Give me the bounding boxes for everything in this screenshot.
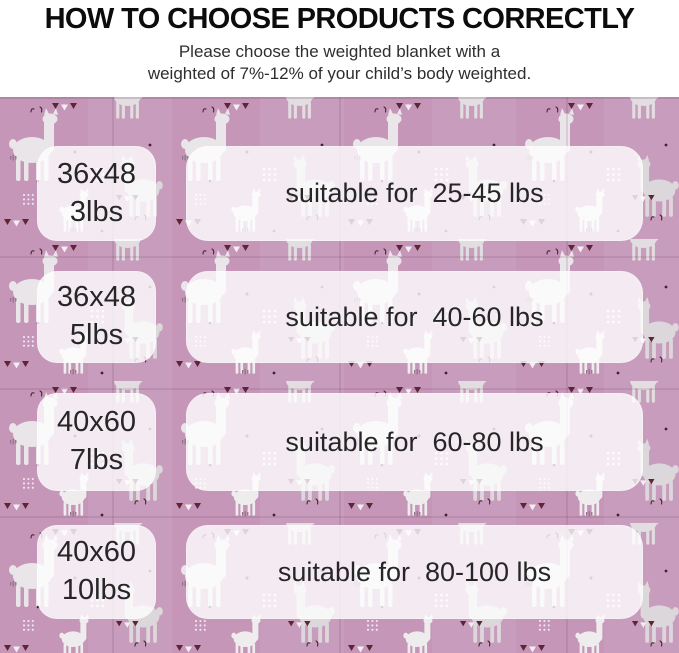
size-weight-card: 40x60 10lbs: [37, 525, 156, 619]
subtitle-line-1: Please choose the weighted blanket with …: [178, 42, 501, 61]
suitability-card: suitable for 25-45 lbs: [186, 146, 643, 241]
weight-label: 5lbs: [69, 319, 124, 351]
suitability-label: suitable for 60-80 lbs: [285, 426, 544, 457]
size-row: 40x60 7lbs suitable for 60-80 lbs: [0, 393, 679, 491]
header: HOW TO CHOOSE PRODUCTS CORRECTLY Please …: [0, 0, 679, 97]
size-weight-card: 36x48 5lbs: [37, 271, 156, 363]
size-label: 36x48: [56, 281, 136, 314]
suitability-card: suitable for 80-100 lbs: [186, 525, 643, 619]
size-weight-card: 36x48 3lbs: [37, 146, 156, 241]
suitability-label: suitable for 80-100 lbs: [277, 556, 552, 587]
size-label: 36x48: [56, 157, 136, 190]
weight-label: 3lbs: [69, 195, 124, 228]
weight-label: 7lbs: [69, 444, 124, 476]
suitability-card: suitable for 40-60 lbs: [186, 271, 643, 363]
weight-label: 10lbs: [61, 574, 132, 606]
suitability-card: suitable for 60-80 lbs: [186, 393, 643, 491]
suitability-label: suitable for 25-45 lbs: [285, 178, 544, 208]
size-weight-card: 40x60 7lbs: [37, 393, 156, 491]
size-row: 36x48 3lbs suitable for 25-45 lbs: [0, 146, 679, 241]
suitability-label: suitable for 40-60 lbs: [285, 301, 544, 332]
size-row: 36x48 5lbs suitable for 40-60 lbs: [0, 271, 679, 363]
blanket-photo: 36x48 3lbs suitable for 25-45 lbs 36x48 …: [0, 97, 679, 653]
page-title: HOW TO CHOOSE PRODUCTS CORRECTLY: [44, 3, 635, 35]
size-label: 40x60: [56, 536, 136, 569]
size-row: 40x60 10lbs suitable for 80-100 lbs: [0, 525, 679, 619]
size-label: 40x60: [56, 406, 136, 439]
subtitle-line-2: weighted of 7%-12% of your child’s body …: [147, 64, 532, 84]
